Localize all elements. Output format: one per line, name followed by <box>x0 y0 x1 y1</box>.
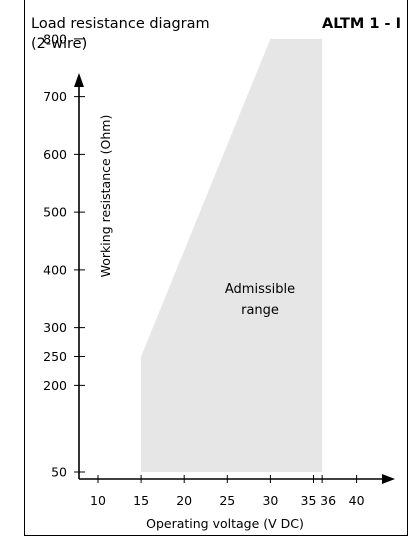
x-tick-label-10: 10 <box>90 493 106 508</box>
y-tick-label-500: 500 <box>43 205 67 220</box>
y-tick-label-300: 300 <box>43 320 67 335</box>
x-axis-arrow <box>382 474 395 484</box>
x-tick-label-15: 15 <box>133 493 149 508</box>
x-tick-label-30: 30 <box>262 493 278 508</box>
y-tick-label-800: 800 <box>43 31 67 46</box>
x-tick-label-40: 40 <box>349 493 365 508</box>
x-tick-label-20: 20 <box>176 493 192 508</box>
region-label-line2: range <box>241 303 279 318</box>
y-tick-label-50: 50 <box>51 465 67 480</box>
plot-layer: 10 15 20 25 30 35 36 40 50 200 250 300 400 500 600 700 8… <box>43 31 395 508</box>
y-tick-label-700: 700 <box>43 89 67 104</box>
y-tick-label-200: 200 <box>43 378 67 393</box>
x-tick-label-35: 35 <box>301 493 317 508</box>
chart-frame: 10 15 20 25 30 35 36 40 50 200 250 300 400 500 600 700 8… <box>24 0 408 536</box>
model-badge: ALTM 1 - I <box>322 16 401 32</box>
y-axis-arrow <box>74 73 84 87</box>
x-axis-label: Operating voltage (V DC) <box>146 516 304 531</box>
y-tick-label-400: 400 <box>43 262 67 277</box>
chart-title-line2: (2-wire) <box>31 36 87 52</box>
admissible-range-area <box>141 38 323 472</box>
region-label-line1: Admissible <box>225 282 295 297</box>
x-tick-label-25: 25 <box>219 493 235 508</box>
y-axis-label: Working resistance (Ohm) <box>98 115 113 278</box>
x-tick-label-36: 36 <box>320 493 336 508</box>
y-tick-label-250: 250 <box>43 349 67 364</box>
chart-svg: 10 15 20 25 30 35 36 40 50 200 250 300 400 500 600 700 8… <box>31 16 401 531</box>
chart-title-line1: Load resistance diagram <box>31 16 210 32</box>
y-tick-label-600: 600 <box>43 147 67 162</box>
